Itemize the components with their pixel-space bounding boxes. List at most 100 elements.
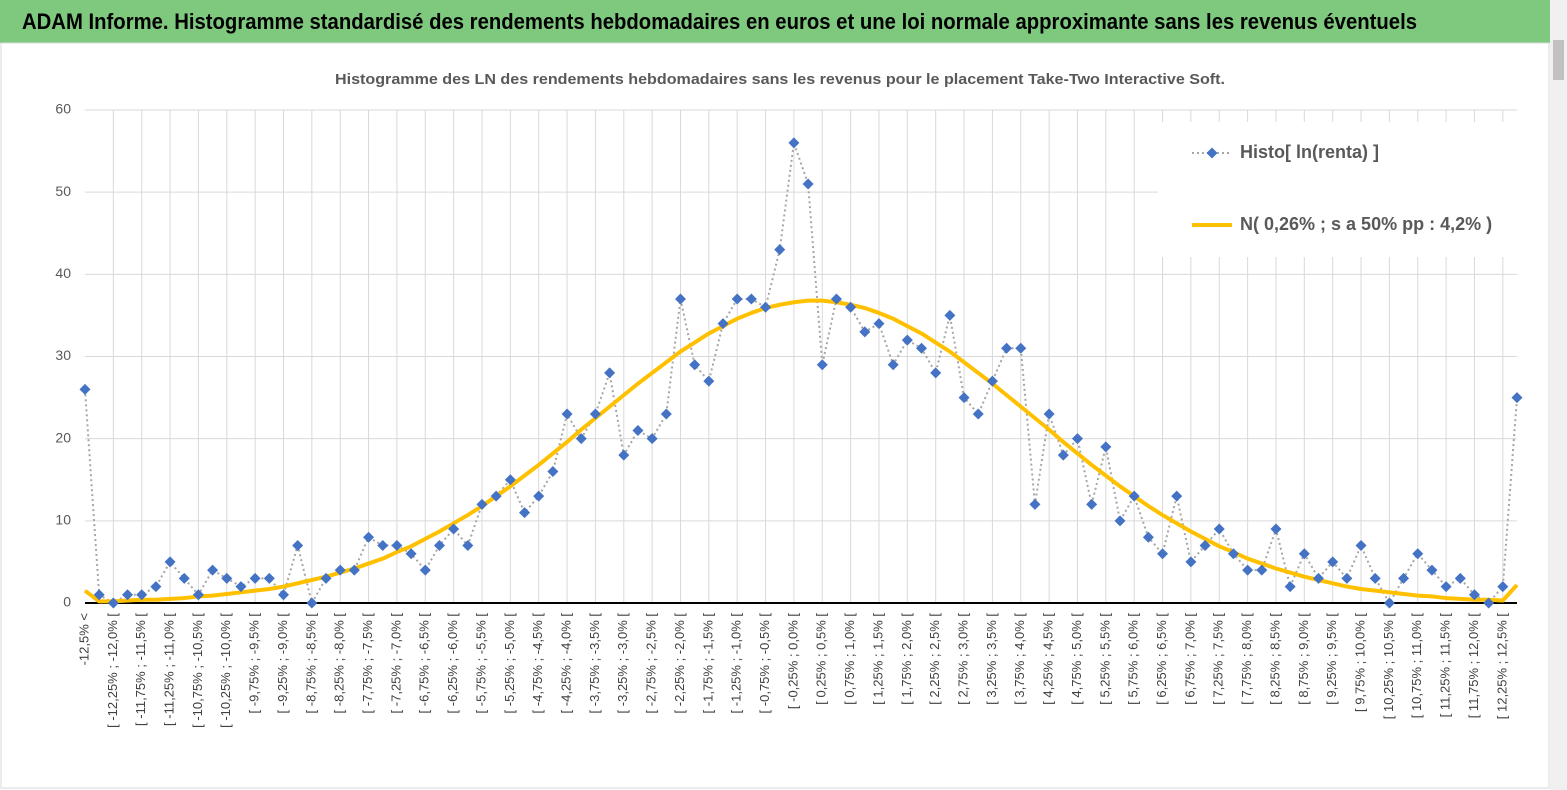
histogram-point xyxy=(263,572,275,584)
histogram-point xyxy=(490,490,502,502)
histogram-point xyxy=(1313,572,1325,584)
histogram-point xyxy=(1341,572,1353,584)
x-tick-label: [ -11,75% ; -11,5% [ xyxy=(133,613,148,726)
x-tick-label: [ -5,75% ; -5,5% [ xyxy=(473,613,488,714)
histogram-point xyxy=(405,548,417,560)
histogram-point xyxy=(887,359,899,371)
scroll-thumb[interactable] xyxy=(1553,40,1564,80)
histogram-point xyxy=(1511,392,1523,404)
histogram-point xyxy=(561,408,573,420)
histogram-point xyxy=(760,301,772,313)
histogram-point xyxy=(533,490,545,502)
histogram-point xyxy=(1142,531,1154,543)
histogram-point xyxy=(192,589,204,601)
histogram-point xyxy=(830,293,842,305)
histogram-point xyxy=(674,293,686,305)
histogram-point xyxy=(178,572,190,584)
histogram-point xyxy=(547,466,559,478)
histogram-point xyxy=(1213,523,1225,535)
x-tick-label: [ -0,25% ; 0,0% [ xyxy=(785,613,800,709)
histogram-point xyxy=(306,597,318,609)
x-tick-label: [ -9,75% ; -9,5% [ xyxy=(247,613,262,714)
histogram-point xyxy=(150,581,162,593)
x-tick-label: [ -9,25% ; -9,0% [ xyxy=(275,613,290,714)
header-title: ADAM Informe. Histogramme standardisé de… xyxy=(22,9,1417,34)
x-tick-label: -12,5% < xyxy=(76,613,91,665)
x-tick-label: [ 5,25% ; 5,5% [ xyxy=(1097,613,1112,705)
histogram-point xyxy=(1185,556,1197,568)
histogram-point xyxy=(1043,408,1055,420)
histogram-point xyxy=(745,293,757,305)
histogram-point xyxy=(221,572,233,584)
legend-label: Histo[ ln(renta) ] xyxy=(1240,142,1379,162)
histogram-point xyxy=(618,449,630,461)
histogram-point xyxy=(1128,490,1140,502)
histogram-point xyxy=(816,359,828,371)
histogram-point xyxy=(1086,498,1098,510)
histogram-point xyxy=(703,375,715,387)
x-tick-label: [ 10,75% ; 11,0% [ xyxy=(1409,613,1424,719)
y-tick-label: 30 xyxy=(55,347,71,363)
histogram-point xyxy=(292,539,304,551)
x-tick-label: [ 0,75% ; 1,0% [ xyxy=(842,613,857,705)
histogram-point xyxy=(363,531,375,543)
histogram-point xyxy=(944,309,956,321)
histogram-point xyxy=(1057,449,1069,461)
histogram-point xyxy=(1383,597,1395,609)
x-tick-label: [ 4,25% ; 4,5% [ xyxy=(1041,613,1056,705)
histogram-point xyxy=(1071,433,1083,445)
legend-marker xyxy=(1206,147,1218,159)
x-tick-label: [ -4,75% ; -4,5% [ xyxy=(530,613,545,714)
histogram-point xyxy=(419,564,431,576)
histogram-point xyxy=(1227,548,1239,560)
x-tick-label: [ 9,75% ; 10,0% [ xyxy=(1352,613,1367,712)
histogram-point xyxy=(972,408,984,420)
histogram-point xyxy=(873,318,885,330)
x-tick-label: [ -2,25% ; -2,0% [ xyxy=(672,613,687,714)
histogram-line xyxy=(84,142,1518,606)
x-tick-label: [ -6,75% ; -6,5% [ xyxy=(417,613,432,714)
histogram-point xyxy=(1483,597,1495,609)
histogram-point xyxy=(1440,581,1452,593)
y-tick-label: 40 xyxy=(55,265,71,281)
x-tick-label: [ -1,75% ; -1,5% [ xyxy=(700,613,715,714)
histogram-point xyxy=(1199,539,1211,551)
histogram-point xyxy=(136,589,148,601)
histogram-point xyxy=(107,597,119,609)
y-tick-label: 50 xyxy=(55,183,71,199)
chart-frame xyxy=(0,42,1550,789)
header-bar xyxy=(0,0,1550,43)
x-tick-label: [ 11,25% ; 11,5% [ xyxy=(1438,613,1453,718)
legend-label: N( 0,26% ; s a 50% pp : 4,2% ) xyxy=(1240,214,1492,234)
histogram-point xyxy=(589,408,601,420)
histogram-point xyxy=(348,564,360,576)
histogram-point xyxy=(1298,548,1310,560)
x-tick-label: [ -10,75% ; -10,5% [ xyxy=(190,613,205,728)
histogram-point xyxy=(1454,572,1466,584)
histogram-point xyxy=(1412,548,1424,560)
chart-title: Histogramme des LN des rendements hebdom… xyxy=(335,71,1225,88)
x-tick-label: [ 8,25% ; 8,5% [ xyxy=(1267,613,1282,705)
x-tick-label: [ 2,25% ; 2,5% [ xyxy=(927,613,942,705)
histogram-point xyxy=(1327,556,1339,568)
histogram-point xyxy=(859,326,871,338)
histogram-point xyxy=(235,581,247,593)
histogram-point xyxy=(1001,342,1013,354)
y-tick-label: 10 xyxy=(55,512,71,528)
legend-box xyxy=(1158,122,1518,257)
histogram-point xyxy=(377,539,389,551)
x-tick-label: [ 9,25% ; 9,5% [ xyxy=(1324,613,1339,705)
x-tick-label: [ -4,25% ; -4,0% [ xyxy=(558,613,573,714)
histogram-point xyxy=(1468,589,1480,601)
histogram-point xyxy=(788,137,800,149)
histogram-point xyxy=(1426,564,1438,576)
histogram-point xyxy=(1497,581,1509,593)
histogram-point xyxy=(1157,548,1169,560)
x-tick-label: [ -1,25% ; -1,0% [ xyxy=(729,613,744,714)
histogram-point xyxy=(277,589,289,601)
x-tick-label: [ 10,25% ; 10,5% [ xyxy=(1381,613,1396,720)
histogram-point xyxy=(462,539,474,551)
scrollbar[interactable] xyxy=(1550,0,1567,790)
